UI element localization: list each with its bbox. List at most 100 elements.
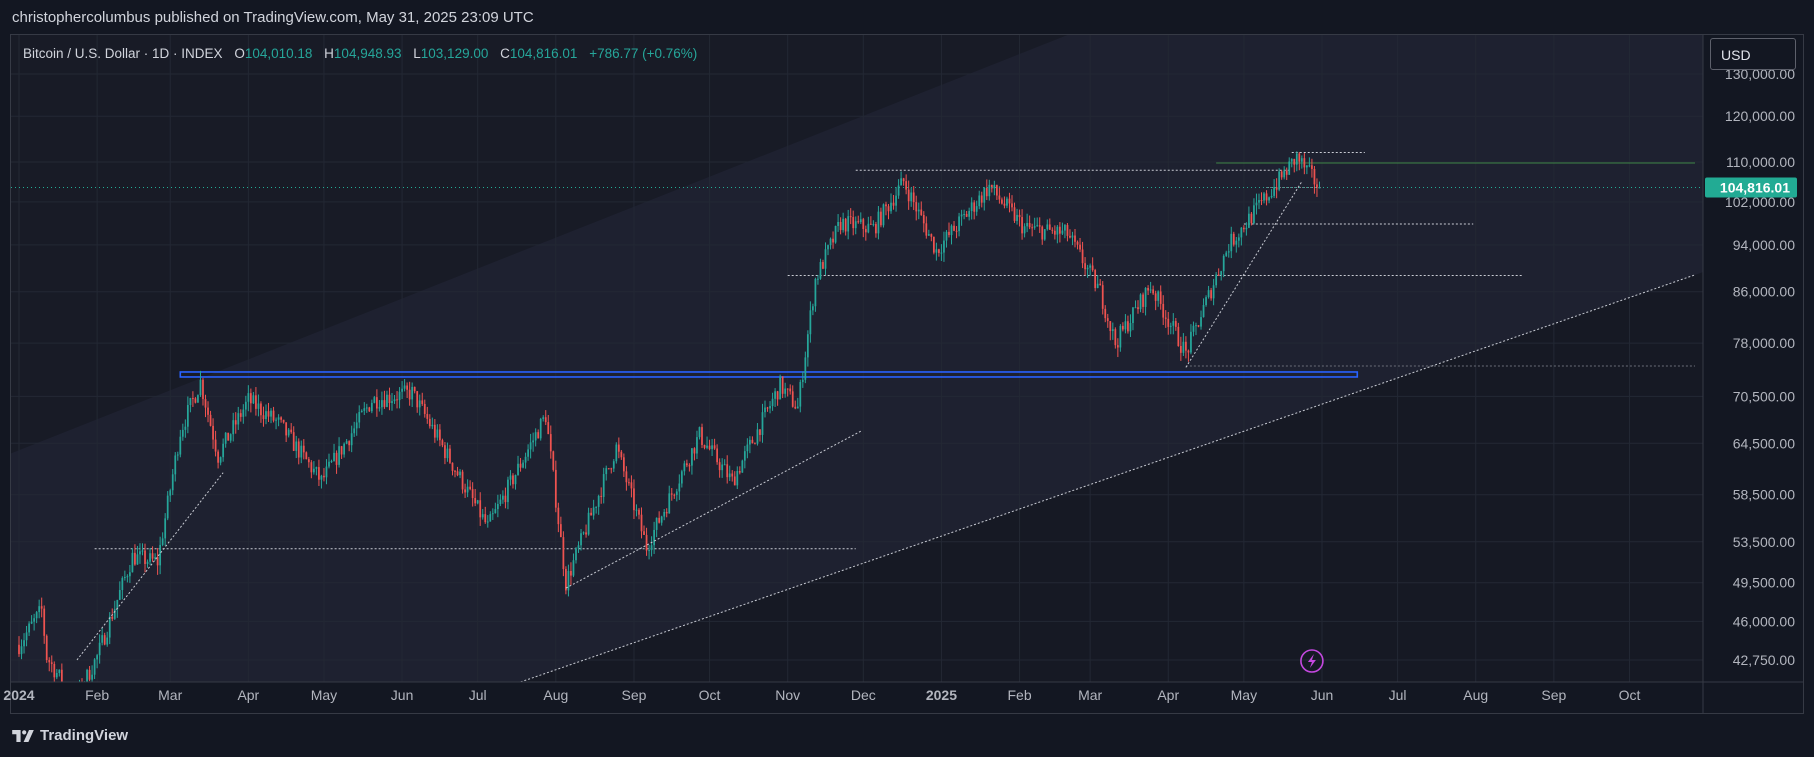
candle	[512, 473, 514, 489]
candle	[499, 494, 502, 507]
trendline[interactable]	[520, 274, 1696, 682]
support-zone[interactable]	[179, 371, 1359, 378]
candle-body	[63, 684, 65, 685]
candle	[1074, 228, 1076, 248]
candle-body	[524, 456, 527, 463]
candle-body	[86, 669, 88, 682]
candle-body	[113, 609, 116, 619]
candle	[774, 388, 776, 407]
candle-body	[302, 445, 305, 453]
candle-body	[318, 467, 320, 480]
candle-body	[1038, 225, 1041, 227]
candle	[305, 451, 308, 460]
candle-body	[456, 471, 459, 476]
candle-body	[827, 245, 829, 250]
candle-body	[444, 445, 446, 459]
candle	[534, 428, 537, 447]
candle-body	[756, 429, 759, 444]
candle	[882, 203, 885, 228]
candle	[1081, 241, 1084, 269]
candle	[1132, 307, 1134, 331]
candle-body	[446, 448, 449, 459]
candle	[74, 689, 76, 709]
candle	[718, 458, 721, 478]
chart-frame[interactable]	[10, 34, 1804, 714]
candle-body	[494, 509, 497, 514]
candle-body	[502, 495, 504, 500]
candle-body	[378, 407, 381, 409]
candle-body	[789, 388, 792, 392]
candle	[1018, 209, 1021, 227]
candle-body	[1305, 165, 1308, 168]
candle-body	[1225, 252, 1228, 256]
candle	[1311, 158, 1313, 178]
candle	[179, 429, 182, 458]
candle	[993, 180, 996, 196]
candle	[63, 683, 65, 689]
symbol-title[interactable]: Bitcoin / U.S. Dollar · 1D · INDEX	[23, 46, 223, 61]
candle	[849, 208, 852, 225]
candle	[1003, 196, 1006, 209]
candle-body	[691, 448, 693, 466]
candle	[761, 403, 764, 443]
candle-body	[1278, 171, 1281, 190]
candle-body	[295, 441, 298, 451]
candle-body	[1076, 241, 1079, 245]
candle-body	[527, 449, 529, 457]
candle-body	[247, 393, 250, 402]
footer-brand: TradingView	[40, 727, 129, 744]
candle	[18, 636, 20, 657]
candle-body	[345, 441, 348, 444]
candle	[330, 459, 333, 463]
candle	[572, 553, 575, 578]
candle	[76, 690, 78, 703]
candle-body	[635, 509, 638, 511]
candle	[522, 459, 524, 469]
candle-body	[1101, 285, 1104, 309]
candle	[1300, 155, 1303, 169]
candle	[663, 508, 666, 521]
candle	[691, 447, 693, 475]
candle-body	[179, 436, 182, 455]
candle	[1016, 208, 1018, 225]
candle-body	[101, 635, 104, 643]
candle	[265, 404, 267, 425]
candle	[743, 445, 746, 469]
candle	[905, 174, 908, 195]
candle-body	[663, 511, 666, 517]
candle-body	[819, 262, 822, 279]
candle-body	[386, 394, 388, 407]
candle	[479, 492, 482, 526]
candle	[1086, 264, 1089, 278]
candle	[595, 506, 598, 514]
candle	[335, 450, 338, 474]
candle	[1013, 202, 1016, 223]
publisher-header: christophercolumbus published on Trading…	[12, 9, 534, 26]
candle	[791, 385, 794, 408]
candle	[69, 688, 71, 702]
candle	[401, 381, 403, 400]
candle	[202, 377, 204, 406]
candle	[549, 425, 552, 459]
price-tick-label: 130,000.00	[1725, 66, 1795, 82]
candle	[1069, 229, 1071, 239]
candle	[902, 177, 905, 186]
lightning-bolt-icon[interactable]	[1300, 649, 1324, 673]
candle-body	[607, 468, 610, 470]
trendline[interactable]	[1185, 181, 1303, 368]
time-tick-label: May	[311, 687, 337, 703]
price-axis-background[interactable]	[1704, 35, 1803, 682]
candle-body	[1253, 205, 1255, 224]
candle-body	[570, 571, 572, 576]
candle-body	[880, 211, 882, 226]
candle-body	[416, 391, 419, 408]
tradingview-footer[interactable]: TradingView	[12, 727, 128, 744]
currency-button[interactable]: USD	[1710, 38, 1796, 70]
candle	[318, 459, 320, 486]
candle	[660, 515, 663, 526]
low-value: 103,129.00	[420, 46, 489, 61]
candle-body	[1061, 230, 1064, 234]
trendline[interactable]	[76, 472, 224, 661]
candle	[504, 487, 507, 509]
